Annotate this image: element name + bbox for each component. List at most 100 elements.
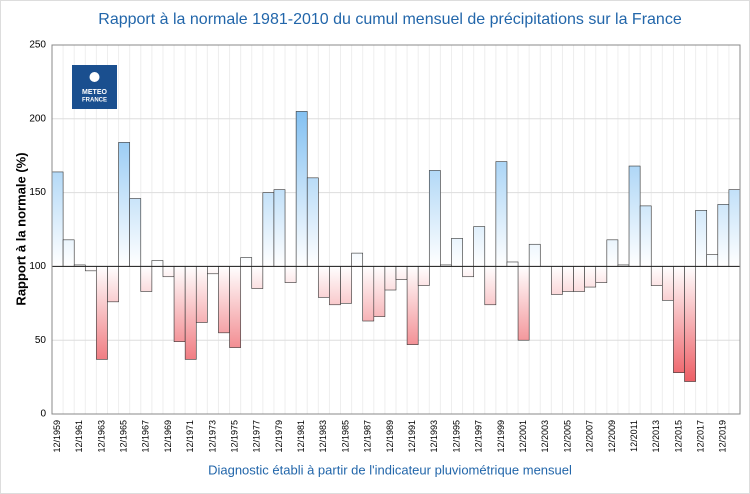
bar [118,142,130,267]
x-tick-label: 12/1987 [363,420,373,453]
plot-border [51,44,741,415]
x-tick-label: 12/1983 [318,420,328,453]
bar [495,161,508,267]
bar [329,266,341,306]
x-tick-label: 12/1959 [52,420,62,453]
x-tick-label: 12/2015 [673,420,683,453]
x-tick-label: 12/1981 [296,420,306,453]
x-tick-label: 12/2007 [585,420,595,453]
logo-text: METEO [82,89,107,96]
bar [184,266,197,360]
bar [695,210,708,267]
bar [318,266,330,298]
y-tick-label: 200 [29,113,46,124]
y-tick-label: 100 [29,261,46,272]
x-tick-label: 12/1967 [141,420,151,453]
bar [262,192,275,267]
bar [484,266,497,306]
x-tick-label: 12/1993 [429,420,439,453]
x-tick-label: 12/1963 [96,420,106,453]
logo: METEO FRANCE [72,65,117,109]
bar [506,261,519,267]
bar [284,266,297,283]
x-tick-label: 12/1999 [496,420,506,453]
bar [140,266,153,292]
bar [517,266,530,341]
x-tick-label: 12/1989 [385,420,395,453]
bar [51,171,64,267]
x-tick-label: 12/2003 [540,420,550,453]
bar [218,266,230,334]
x-tick-label: 12/2005 [562,420,572,453]
bar [362,266,375,322]
x-tick-label: 12/1973 [207,420,217,453]
bar [606,239,619,267]
logo-icon [89,72,100,82]
x-tick-label: 12/2009 [607,420,617,453]
bar [406,266,419,345]
bar [173,266,186,342]
x-tick-label: 12/1961 [74,420,84,453]
bar [417,266,430,286]
bar [728,189,741,267]
bar [129,198,142,267]
bar [207,266,219,275]
bar [195,266,208,323]
bar [717,204,730,267]
bar [573,266,585,292]
bar [562,266,574,292]
plot-area: 0 50 100 150 200 250 12/1959 12/1961 12/1963 12/1… [29,40,741,453]
y-tick-label: 50 [35,335,47,346]
bar [706,254,719,267]
bar [384,266,397,291]
bar [462,266,474,278]
bar [162,266,175,278]
bar [96,266,108,360]
bar [628,165,641,267]
bar [62,239,75,267]
bar [373,266,386,317]
bar [251,266,264,289]
x-tick-label: 12/2013 [651,420,661,453]
x-tick-label: 12/2019 [718,420,728,453]
bar [107,266,119,303]
bar [340,266,352,304]
logo-text: FRANCE [82,98,107,104]
x-tick-label: 12/2011 [629,420,639,452]
bar [273,189,286,267]
x-tick-label: 12/1965 [119,420,129,453]
bar [639,205,652,267]
y-axis-title: Rapport à la normale (%) [13,152,28,305]
bar [151,260,164,267]
chart-title: Rapport à la normale 1981-2010 du cumul … [98,11,682,28]
bar [229,266,241,348]
bar [295,111,308,267]
y-tick-label: 250 [29,40,46,51]
x-tick-label: 12/2017 [696,420,706,453]
bar [473,226,486,267]
x-tick-label: 12/1995 [451,420,461,453]
bar [240,257,253,267]
bar [673,266,685,373]
x-tick-label: 12/1997 [474,420,484,453]
y-tick-label: 0 [40,409,46,420]
x-tick-label: 12/1971 [185,420,195,453]
bar [551,266,563,295]
bar [351,252,364,267]
bar [662,266,674,301]
bar [584,266,597,288]
bar [395,266,408,280]
bar [306,177,319,267]
x-tick-label: 12/1977 [252,420,262,453]
x-tick-label: 12/1991 [407,420,417,453]
x-tick-label: 12/1975 [229,420,239,453]
bar [684,266,696,382]
bar [451,238,463,267]
bar [650,266,663,286]
x-axis-title: Diagnostic établi à partir de l'indicate… [208,462,572,477]
x-tick-label: 12/1969 [163,420,173,453]
x-tick-label: 12/1985 [340,420,350,453]
x-tick-label: 12/2001 [518,420,528,453]
x-tick-label: 12/1979 [274,420,284,453]
